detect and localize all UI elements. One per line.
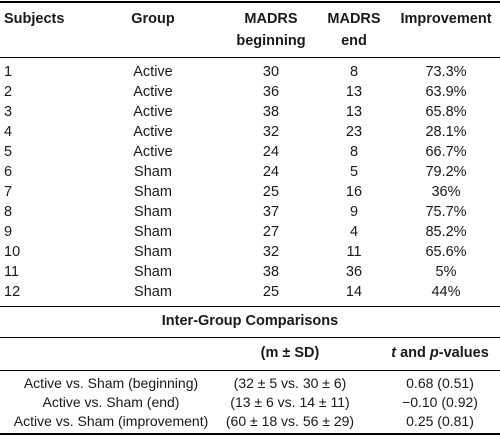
subject-cell: 1: [4, 64, 13, 80]
subject-cell: 3: [4, 104, 13, 120]
header-madrs-beginning-line1: MADRS: [244, 11, 298, 27]
improvement-cell: 85.2%: [425, 224, 467, 240]
header-values-suffix: -values: [438, 345, 489, 361]
madrs-end-cell: 23: [345, 124, 363, 140]
comparison-mean-sd-cell: (13 ± 6 vs. 14 ± 11): [230, 394, 350, 410]
group-cell: Active: [133, 104, 173, 120]
improvement-cell: 28.1%: [425, 124, 467, 140]
madrs-end-cell: 13: [345, 104, 363, 120]
group-cell: Sham: [134, 164, 172, 180]
improvement-cell: 5%: [435, 264, 457, 280]
madrs-end-cell: 8: [349, 144, 359, 160]
madrs-end-cell: 36: [345, 264, 363, 280]
subject-cell: 10: [4, 244, 21, 260]
subject-cell: 2: [4, 84, 13, 100]
comparison-stats-cell: −0.10 (0.92): [402, 394, 478, 410]
madrs-end-cell: 11: [346, 244, 362, 260]
comparison-label-cell: Active vs. Sham (beginning): [23, 375, 199, 391]
subject-cell: 5: [4, 144, 13, 160]
header-mean-sd: (m ± SD): [260, 345, 320, 361]
group-cell: Sham: [134, 204, 172, 220]
header-and-word: and: [396, 345, 430, 361]
subject-cell: 4: [4, 124, 13, 140]
group-cell: Active: [133, 144, 173, 160]
subject-cell: 9: [4, 224, 13, 240]
madrs-end-cell: 16: [345, 184, 363, 200]
madrs-beginning-cell: 32: [262, 244, 280, 260]
header-t-symbol: t: [391, 345, 397, 361]
header-rule: [0, 57, 500, 58]
improvement-cell: 66.7%: [425, 144, 467, 160]
group-cell: Sham: [134, 284, 172, 300]
comparisons-title: Inter-Group Comparisons: [161, 313, 339, 329]
improvement-cell: 79.2%: [425, 164, 467, 180]
header-madrs-end-line1: MADRS: [327, 11, 381, 27]
madrs-beginning-cell: 32: [262, 124, 280, 140]
comparison-mean-sd-cell: (60 ± 18 vs. 56 ± 29): [225, 413, 355, 429]
group-cell: Sham: [134, 184, 172, 200]
subject-cell: 11: [4, 264, 20, 280]
madrs-beginning-cell: 38: [262, 104, 280, 120]
madrs-beginning-cell: 36: [262, 84, 280, 100]
body-rule: [0, 306, 500, 307]
madrs-end-cell: 4: [349, 224, 359, 240]
improvement-cell: 44%: [431, 284, 461, 300]
header-improvement: Improvement: [400, 11, 492, 27]
madrs-end-cell: 13: [345, 84, 363, 100]
comparisons-header-rule: [0, 370, 500, 371]
header-madrs-end-line2: end: [341, 33, 367, 49]
comparison-mean-sd-cell: (32 ± 5 vs. 30 ± 6): [233, 375, 347, 391]
subject-cell: 7: [4, 184, 13, 200]
header-p-symbol: p: [429, 345, 439, 361]
group-cell: Sham: [134, 244, 172, 260]
madrs-beginning-cell: 24: [262, 164, 280, 180]
madrs-beginning-cell: 38: [262, 264, 280, 280]
comparison-stats-cell: 0.25 (0.81): [406, 413, 474, 429]
group-cell: Active: [133, 84, 173, 100]
subject-cell: 8: [4, 204, 13, 220]
improvement-cell: 73.3%: [425, 64, 467, 80]
improvement-cell: 63.9%: [425, 84, 467, 100]
improvement-cell: 75.7%: [425, 204, 467, 220]
subject-cell: 12: [4, 284, 21, 300]
madrs-beginning-cell: 30: [262, 64, 280, 80]
comparison-stats-cell: 0.68 (0.51): [406, 375, 474, 391]
madrs-beginning-cell: 25: [262, 184, 280, 200]
madrs-end-cell: 8: [349, 64, 359, 80]
madrs-beginning-cell: 27: [262, 224, 280, 240]
improvement-cell: 36%: [431, 184, 461, 200]
comparison-label-cell: Active vs. Sham (improvement): [13, 413, 209, 429]
madrs-beginning-cell: 37: [262, 204, 280, 220]
subject-cell: 6: [4, 164, 13, 180]
group-cell: Active: [133, 124, 173, 140]
comparison-label-cell: Active vs. Sham (end): [42, 394, 180, 410]
madrs-end-cell: 9: [349, 204, 359, 220]
header-madrs-beginning: MADRS beginning: [222, 8, 320, 52]
header-madrs-beginning-line2: beginning: [236, 33, 306, 49]
group-cell: Active: [133, 64, 173, 80]
bottom-rule: [0, 433, 500, 435]
madrs-end-cell: 5: [349, 164, 359, 180]
madrs-beginning-cell: 24: [262, 144, 280, 160]
group-cell: Sham: [134, 264, 172, 280]
top-rule: [0, 1, 500, 3]
header-madrs-end: MADRS end: [320, 8, 388, 52]
improvement-cell: 65.8%: [425, 104, 467, 120]
header-t-p-values: t and p-values: [380, 342, 500, 364]
madrs-end-cell: 14: [345, 284, 363, 300]
improvement-cell: 65.6%: [425, 244, 467, 260]
comparisons-title-rule: [0, 337, 500, 338]
madrs-beginning-cell: 25: [262, 284, 280, 300]
header-group: Group: [131, 11, 175, 27]
header-subjects: Subjects: [4, 11, 65, 27]
group-cell: Sham: [134, 224, 172, 240]
